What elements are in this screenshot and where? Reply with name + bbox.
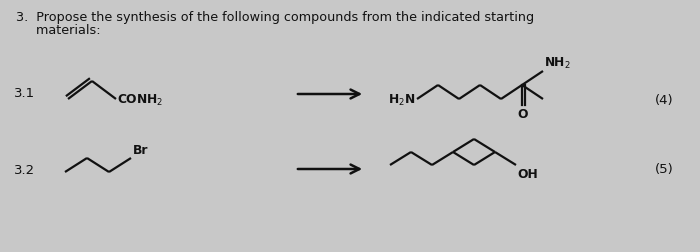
Text: H$_2$N: H$_2$N <box>388 92 415 107</box>
Text: NH$_2$: NH$_2$ <box>544 56 570 71</box>
Text: (5): (5) <box>655 163 673 176</box>
Text: Br: Br <box>133 143 148 156</box>
Text: 3.  Propose the synthesis of the following compounds from the indicated starting: 3. Propose the synthesis of the followin… <box>16 11 534 24</box>
Text: 3.2: 3.2 <box>14 163 35 176</box>
Text: O: O <box>518 108 528 120</box>
Text: OH: OH <box>517 167 538 180</box>
Text: materials:: materials: <box>16 24 101 37</box>
Text: (4): (4) <box>655 93 673 106</box>
Text: 3.1: 3.1 <box>14 86 35 99</box>
Text: CONH$_2$: CONH$_2$ <box>117 92 163 107</box>
